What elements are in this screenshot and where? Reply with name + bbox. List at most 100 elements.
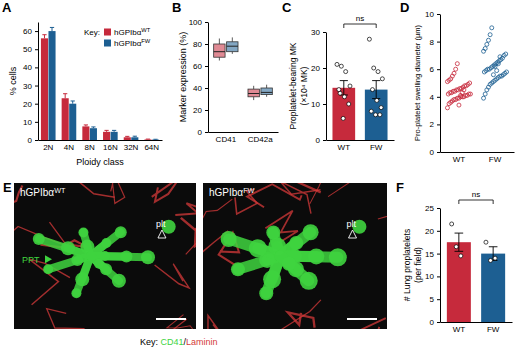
y-axis-title: Proplatelet-bearing MK xyxy=(288,42,298,129)
tick-label: 25 xyxy=(425,204,434,213)
text-superscript: WT xyxy=(141,27,150,33)
tick: 20 xyxy=(425,227,440,236)
tick: FW xyxy=(489,155,502,164)
data-point xyxy=(379,106,383,110)
plot-area xyxy=(332,37,387,140)
tick-mark xyxy=(35,67,38,68)
tick-label: 80 xyxy=(193,40,202,49)
error-bar xyxy=(133,136,137,137)
y-axis: 0510152025 xyxy=(425,204,440,327)
bar xyxy=(41,38,48,140)
error-bar xyxy=(91,127,95,128)
data-point xyxy=(452,71,456,75)
data-point xyxy=(335,62,339,66)
tick: WT xyxy=(453,155,466,164)
y-axis-title: Marker expression (%) xyxy=(178,32,188,123)
tick-label: 0 xyxy=(198,128,203,137)
y-axis: 0102030405060 xyxy=(23,23,38,146)
data-point xyxy=(376,70,380,74)
data-point xyxy=(344,70,348,74)
text-superscript: FW xyxy=(141,38,151,44)
box xyxy=(227,42,238,52)
key-channel: Laminin xyxy=(186,337,218,347)
data-point xyxy=(455,62,459,66)
error-bar xyxy=(112,130,116,131)
tick-label: 30 xyxy=(311,28,320,37)
tick-label: 6 xyxy=(430,65,435,74)
tick-mark xyxy=(323,104,326,105)
tick-mark xyxy=(437,69,440,70)
laminin-stain xyxy=(281,300,321,329)
proplatelet-swelling xyxy=(259,286,273,300)
y-axis-title: Pro-platelet swelling diameter (µm) xyxy=(413,24,422,141)
image-key: Key: CD41/Laminin xyxy=(140,337,218,347)
annotation-arrowhead xyxy=(158,230,166,238)
tick-label: 30 xyxy=(23,82,32,91)
data-point xyxy=(488,33,492,37)
y-axis: 0102030 xyxy=(311,28,326,145)
laminin-stain xyxy=(288,312,315,327)
legend-swatch xyxy=(104,29,111,36)
text-base: hGPIbα xyxy=(114,39,142,48)
data-point xyxy=(486,38,490,42)
bar xyxy=(332,88,355,140)
laminin-stain xyxy=(47,309,97,329)
x-axis-title: Ploidy class xyxy=(76,157,124,167)
data-point xyxy=(367,37,371,41)
tick-label: 4 xyxy=(430,93,435,102)
tick-label: 8 xyxy=(430,38,435,47)
annotation-arrowhead xyxy=(45,255,52,263)
proplatelet-shaft xyxy=(90,256,148,257)
x-axis: CD41CD42a xyxy=(209,133,279,144)
tick: 4 xyxy=(430,93,440,102)
bar xyxy=(144,139,151,140)
legend-swatch xyxy=(104,40,111,47)
error-bar xyxy=(63,94,67,99)
panel-label: B xyxy=(172,0,181,15)
y-axis-title: (per field) xyxy=(413,247,423,283)
plot-area xyxy=(445,26,508,110)
axis-line xyxy=(38,23,39,141)
laminin-stain xyxy=(378,214,387,243)
proplatelet-swelling xyxy=(266,225,280,239)
tick-label: 64N xyxy=(144,143,159,152)
key-title: Key: xyxy=(140,337,161,347)
tick-label: WT xyxy=(338,143,351,152)
bar xyxy=(124,137,131,140)
y-axis-title: % cells xyxy=(8,66,18,95)
tick-label: 8N xyxy=(85,143,95,152)
figure: A01020304050602N4N8N16N32N64N% cellsPloi… xyxy=(0,0,520,356)
error-bar xyxy=(104,130,108,131)
bar xyxy=(69,104,76,140)
proplatelet-swelling xyxy=(231,262,245,276)
tick-mark xyxy=(205,88,208,89)
tick-label: 10 xyxy=(23,118,32,127)
error-bar xyxy=(71,101,75,104)
tick-label: 2 xyxy=(430,120,435,129)
scale-bar xyxy=(347,318,377,320)
annotation-arrowhead xyxy=(349,230,357,238)
panel-label: C xyxy=(282,0,292,15)
median xyxy=(227,46,238,47)
data-point xyxy=(495,69,499,73)
tick: 6 xyxy=(430,65,440,74)
data-point xyxy=(369,109,373,113)
annotation: ns xyxy=(472,190,480,199)
proplatelet-swelling xyxy=(61,241,75,255)
tick-mark xyxy=(205,22,208,23)
data-point xyxy=(454,245,458,249)
significance-bracket xyxy=(344,24,376,28)
tick-label: 0 xyxy=(430,148,435,157)
x-axis: 2N4N8N16N32N64N xyxy=(39,141,163,152)
tick-label: 40 xyxy=(23,63,32,72)
x-axis: WTFW xyxy=(441,323,513,334)
tick: 0 xyxy=(430,318,440,327)
tick-mark xyxy=(205,66,208,67)
tick: CD42a xyxy=(248,135,273,144)
tick-label: FW xyxy=(370,143,383,152)
tick-label: 10 xyxy=(311,100,320,109)
laminin-stain xyxy=(186,228,196,255)
tick: 4N xyxy=(64,143,74,152)
tick-label: 15 xyxy=(425,250,434,259)
data-point xyxy=(468,81,472,85)
